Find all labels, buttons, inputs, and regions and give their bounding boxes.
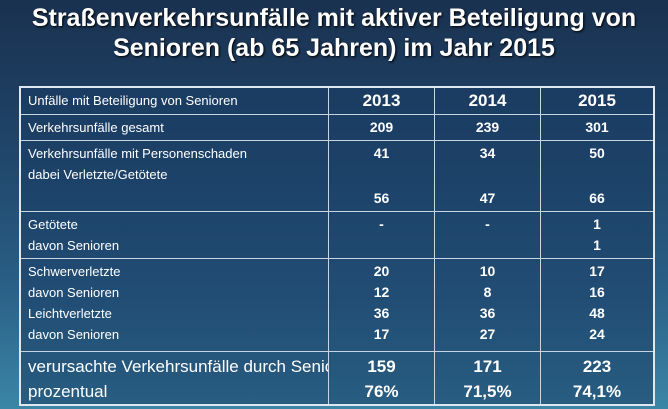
value: 56	[373, 190, 390, 206]
value-cell: -	[328, 211, 435, 259]
value	[436, 235, 540, 256]
row-label: davon Senioren	[28, 285, 120, 300]
value: 76%	[364, 382, 399, 401]
value	[436, 164, 540, 185]
title-line-1-container: Straßenverkehrsunfälle mit aktiver Betei…	[0, 4, 668, 33]
value: 66	[589, 190, 605, 206]
value: 1	[593, 216, 601, 232]
value: 159	[367, 357, 396, 376]
value: 74,1%	[572, 382, 622, 401]
value	[330, 164, 434, 185]
value: 34	[479, 145, 496, 161]
value-cell: 223 74,1%	[540, 351, 655, 406]
value-cell: 50 66	[540, 140, 655, 212]
value: 41	[373, 145, 390, 161]
value: 36	[373, 305, 390, 321]
row-label: Leichtverletzte	[28, 306, 112, 321]
value-cell: 20 12 36 17	[328, 258, 435, 352]
row-label: Getötete	[28, 217, 78, 232]
value: 17	[373, 326, 390, 342]
value: 48	[589, 305, 605, 321]
row-label-cell: Verkehrsunfälle gesamt	[19, 114, 329, 141]
value	[330, 235, 434, 256]
value: 47	[479, 190, 496, 206]
row-label: Schwerverletzte	[28, 264, 121, 279]
row-label-cell: Schwerverletzte davon Senioren Leichtverle…	[19, 258, 329, 352]
value: 36	[479, 305, 496, 321]
value	[541, 164, 653, 185]
value: -	[485, 216, 490, 232]
row-label-cell: Verkehrsunfälle mit Personenschaden dabei…	[19, 140, 329, 212]
title-line-2-container: Senioren (ab 65 Jahren) im Jahr 2015	[0, 34, 668, 63]
accident-table: Unfälle mit Beteiligung von Senioren 201…	[19, 86, 655, 406]
value-cell: 41 56	[328, 140, 435, 212]
value-cell: -	[434, 211, 541, 259]
value-cell: 171 71,5%	[434, 351, 541, 406]
value: 17	[589, 263, 605, 279]
table-row: verursachte Verkehrsunfälle durch Senior…	[19, 351, 655, 406]
value-cell: 159 76%	[328, 351, 435, 406]
table-row: Getötete davon Senioren - -1 1	[19, 211, 655, 259]
table-row: Verkehrsunfälle mit Personenschaden dabei…	[19, 140, 655, 212]
value-cell: 239	[434, 114, 541, 141]
value: 71,5%	[463, 382, 512, 401]
value: 10	[479, 263, 496, 279]
value: 223	[582, 357, 612, 376]
value: 12	[373, 284, 390, 300]
header-label: Unfälle mit Beteiligung von Senioren	[19, 86, 329, 115]
row-label	[28, 185, 328, 211]
value-cell: 209	[328, 114, 435, 141]
value: -	[379, 216, 384, 232]
value: 171	[473, 357, 502, 376]
table-row: Verkehrsunfälle gesamt 209 239 301	[19, 114, 655, 141]
value: 16	[589, 284, 605, 300]
value: 209	[369, 119, 394, 135]
value: 239	[475, 119, 500, 135]
value-cell: 17 16 48 24	[540, 258, 655, 352]
value: 50	[589, 145, 605, 161]
header-year: 2014	[434, 86, 541, 115]
value-cell: 34 47	[434, 140, 541, 212]
row-label-cell: Getötete davon Senioren	[19, 211, 329, 259]
title-line-1: Straßenverkehrsunfälle mit aktiver Betei…	[31, 4, 637, 32]
value: 8	[483, 284, 492, 300]
row-label: prozentual	[28, 382, 108, 401]
header-year: 2013	[328, 86, 435, 115]
value: 20	[373, 263, 390, 279]
value-cell: 301	[540, 114, 655, 141]
row-label: Verkehrsunfälle mit Personenschaden	[28, 146, 247, 161]
row-label: verursachte Verkehrsunfälle durch Senior…	[28, 357, 329, 376]
header-row: Unfälle mit Beteiligung von Senioren 201…	[19, 86, 655, 115]
value: 301	[585, 119, 609, 135]
table-row: Schwerverletzte davon Senioren Leichtverle…	[19, 258, 655, 352]
value-cell: 10 8 36 27	[434, 258, 541, 352]
row-label: davon Senioren	[28, 327, 120, 342]
row-label: dabei Verletzte/Getötete	[28, 167, 168, 182]
row-label: davon Senioren	[28, 238, 120, 253]
row-label-cell: verursachte Verkehrsunfälle durch Senior…	[19, 351, 329, 406]
header-year: 2015	[540, 86, 655, 115]
row-label: Verkehrsunfälle gesamt	[28, 120, 164, 135]
value: 1	[593, 237, 601, 253]
value: 24	[589, 326, 605, 342]
title-line-2: Senioren (ab 65 Jahren) im Jahr 2015	[113, 34, 555, 62]
value: 27	[479, 326, 496, 342]
